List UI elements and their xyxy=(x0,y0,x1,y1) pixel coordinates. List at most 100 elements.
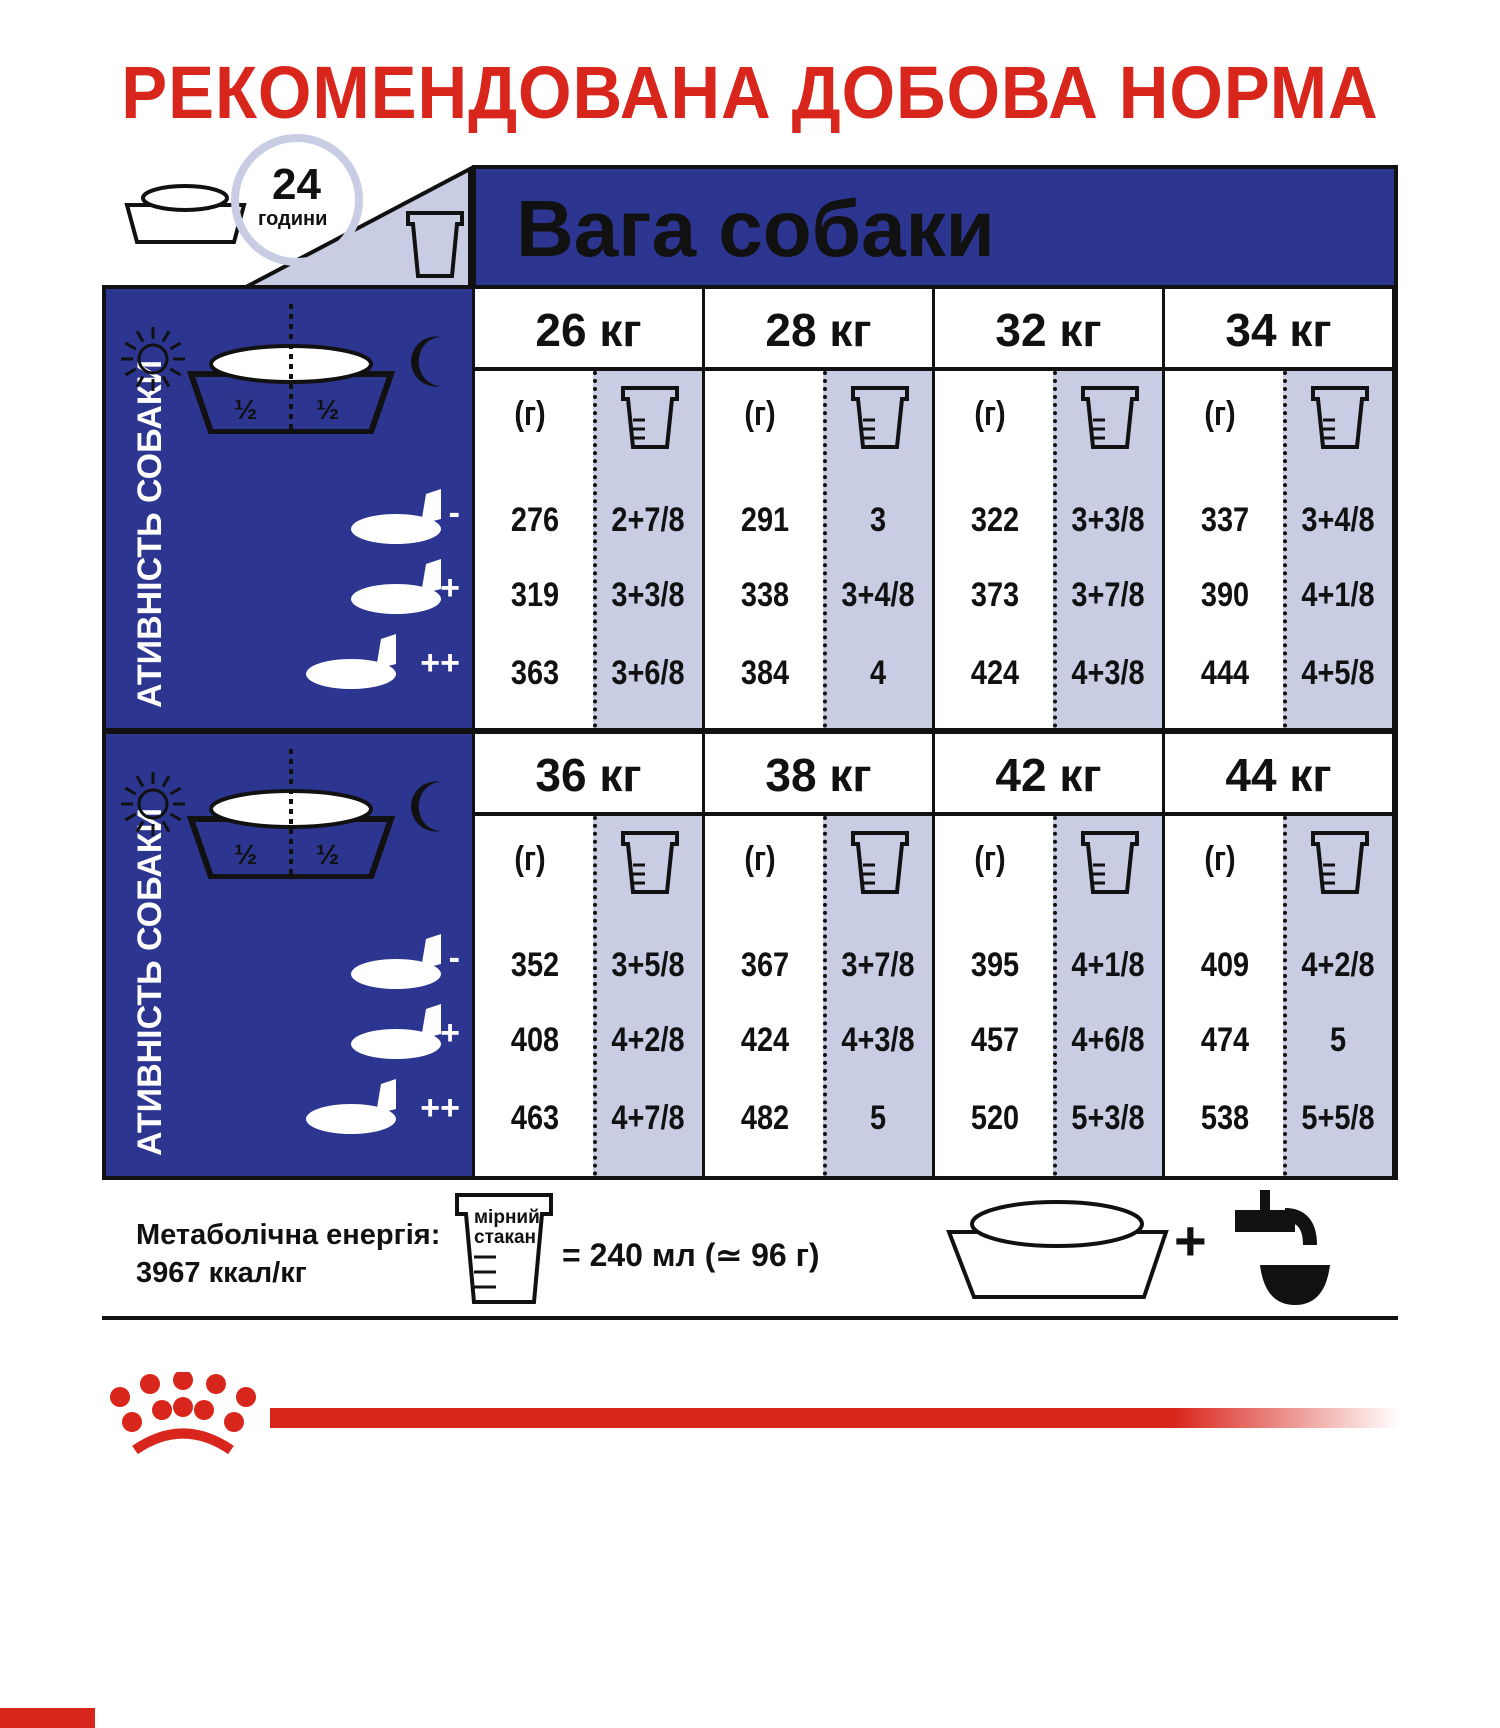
weight-cell: 26 кг xyxy=(475,289,702,367)
portion-cell: (г) 291 3 338 3+4/8 384 4 xyxy=(705,371,932,728)
weight-header: Вага собаки xyxy=(472,165,1398,287)
bowl-icon xyxy=(124,184,247,244)
cups-value: 3+6/8 xyxy=(611,654,685,692)
energy-label: Метаболічна енергія: xyxy=(136,1219,441,1251)
clock-unit: години xyxy=(258,208,328,230)
grams-label: (г) xyxy=(514,840,546,878)
measuring-cup-icon xyxy=(851,386,909,449)
half-right: ½ xyxy=(316,839,340,870)
portion-cell: (г) 395 4+1/8 457 4+6/8 520 5+3/8 xyxy=(935,816,1162,1176)
activity-level: + xyxy=(440,569,460,607)
cups-value: 4+3/8 xyxy=(841,1021,915,1059)
grams-label: (г) xyxy=(744,395,776,433)
measuring-cup-icon xyxy=(621,386,679,449)
cup-label: мірний стакан xyxy=(474,1208,540,1248)
cups-value: 5 xyxy=(869,1099,887,1137)
measuring-cup-icon xyxy=(1311,386,1369,449)
grams-value: 291 xyxy=(740,501,790,539)
dog-activity-icon xyxy=(351,1004,441,1059)
activity-label: АТИВНІСТЬ СОБАКИ xyxy=(131,807,169,1156)
weight-cell: 42 кг xyxy=(935,734,1162,812)
grams-value: 337 xyxy=(1200,501,1250,539)
activity-level: - xyxy=(448,494,460,532)
grams-value: 474 xyxy=(1200,1021,1250,1059)
brand-line xyxy=(270,1408,1400,1428)
grams-value: 408 xyxy=(510,1021,560,1059)
sun-icon xyxy=(121,327,185,391)
weight-value: 38 кг xyxy=(765,749,872,801)
half-right: ½ xyxy=(316,394,340,425)
measuring-cup-icon xyxy=(1311,831,1369,894)
weight-value: 34 кг xyxy=(1225,304,1332,356)
activity-level: - xyxy=(448,939,460,977)
clock-number: 24 xyxy=(272,160,321,209)
grams-value: 395 xyxy=(970,946,1020,984)
weight-value: 36 кг xyxy=(535,749,642,801)
clock-icon xyxy=(231,134,363,266)
grams-value: 352 xyxy=(510,946,560,984)
activity-level: ++ xyxy=(420,1089,460,1127)
measuring-cup-icon xyxy=(1081,386,1139,449)
measuring-cup-icon xyxy=(851,831,909,894)
weight-cell: 44 кг xyxy=(1165,734,1392,812)
grams-value: 390 xyxy=(1200,576,1250,614)
bowl-half-icon xyxy=(186,304,396,434)
weight-cell: 34 кг xyxy=(1165,289,1392,367)
cups-value: 3+3/8 xyxy=(611,576,685,614)
dog-activity-icon xyxy=(306,1079,396,1134)
grams-value: 520 xyxy=(970,1099,1020,1137)
grams-label: (г) xyxy=(744,840,776,878)
page-title: РЕКОМЕНДОВАНА ДОБОВА НОРМА xyxy=(121,51,1379,134)
cups-value: 3+3/8 xyxy=(1071,501,1145,539)
measuring-cup-icon xyxy=(1081,831,1139,894)
portion-cell: (г) 352 3+5/8 408 4+2/8 463 4+7/8 xyxy=(475,816,702,1176)
measuring-cup-icon xyxy=(621,831,679,894)
weight-cell: 28 кг xyxy=(705,289,932,367)
cup-label-line: мірний xyxy=(474,1207,540,1228)
activity-level: + xyxy=(440,1014,460,1052)
weight-value: 42 кг xyxy=(995,749,1102,801)
cups-value: 4+5/8 xyxy=(1301,654,1375,692)
bowl-icon xyxy=(946,1200,1169,1299)
activity-label: АТИВНІСТЬ СОБАКИ xyxy=(131,359,169,708)
measuring-cup-icon xyxy=(406,211,464,278)
activity-panel: АТИВНІСТЬ СОБАКИ ½ ½ - + ++ xyxy=(102,730,474,1180)
royal-canin-crown-logo xyxy=(110,1372,256,1455)
grams-value: 482 xyxy=(740,1099,790,1137)
grams-value: 367 xyxy=(740,946,790,984)
dog-activity-icon xyxy=(351,489,441,544)
half-left: ½ xyxy=(234,394,258,425)
cups-column xyxy=(593,816,702,1176)
grams-label: (г) xyxy=(514,395,546,433)
portion-cell: (г) 322 3+3/8 373 3+7/8 424 4+3/8 xyxy=(935,371,1162,728)
feeding-table-block: 26 кг (г) 276 2+7/8 319 3+3/8 363 3+6/8 28 кг… xyxy=(472,285,1398,732)
weight-cell: 32 кг xyxy=(935,289,1162,367)
feeding-table-block: 36 кг (г) 352 3+5/8 408 4+2/8 463 4+7/8 38 кг… xyxy=(472,730,1398,1180)
grams-label: (г) xyxy=(1204,395,1236,433)
weight-header-title: Вага собаки xyxy=(516,184,995,273)
weight-cell: 38 кг xyxy=(705,734,932,812)
cups-value: 3+5/8 xyxy=(611,946,685,984)
grams-value: 424 xyxy=(970,654,1020,692)
brand-line xyxy=(0,1708,95,1728)
cups-value: 5 xyxy=(1329,1021,1347,1059)
cups-value: 3+4/8 xyxy=(841,576,915,614)
cups-column xyxy=(1283,371,1392,728)
grams-label: (г) xyxy=(1204,840,1236,878)
cups-value: 4 xyxy=(869,654,887,692)
grams-value: 363 xyxy=(510,654,560,692)
weight-cell: 36 кг xyxy=(475,734,702,812)
cups-value: 3 xyxy=(869,501,887,539)
cups-column xyxy=(1053,816,1162,1176)
weight-value: 26 кг xyxy=(535,304,642,356)
cups-value: 4+2/8 xyxy=(1301,946,1375,984)
grams-value: 373 xyxy=(970,576,1020,614)
bowl-half-icon xyxy=(186,749,396,879)
grams-label: (г) xyxy=(974,840,1006,878)
cups-column xyxy=(823,371,932,728)
grams-value: 463 xyxy=(510,1099,560,1137)
weight-value: 32 кг xyxy=(995,304,1102,356)
portion-cell: (г) 367 3+7/8 424 4+3/8 482 5 xyxy=(705,816,932,1176)
dog-activity-icon xyxy=(306,634,396,689)
moon-icon xyxy=(411,781,441,832)
